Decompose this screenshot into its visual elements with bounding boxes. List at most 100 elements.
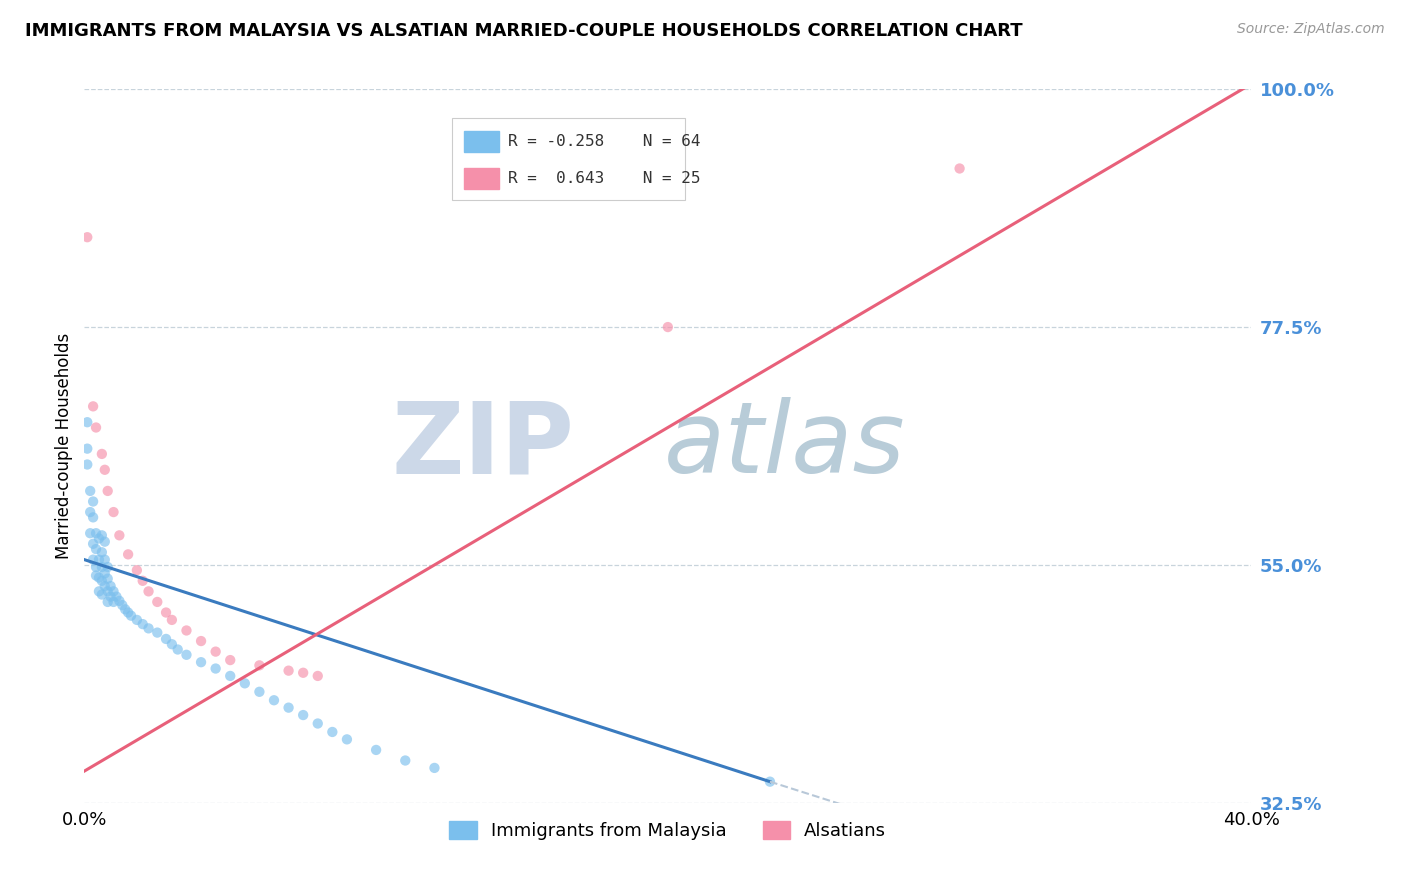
Point	[366, 743, 388, 757]
Point	[90, 447, 112, 461]
Point	[97, 584, 120, 599]
Point	[79, 483, 101, 498]
Point	[94, 534, 117, 549]
Point	[82, 537, 104, 551]
Point	[90, 560, 112, 574]
Point	[336, 732, 359, 747]
Point	[79, 505, 101, 519]
Point	[204, 645, 226, 659]
Point	[132, 617, 155, 632]
Text: R = -0.258    N = 64: R = -0.258 N = 64	[508, 134, 700, 149]
Point	[87, 584, 110, 599]
Point	[76, 458, 98, 472]
Point	[84, 568, 107, 582]
Point	[103, 505, 125, 519]
Point	[277, 700, 299, 714]
Point	[277, 664, 299, 678]
Point	[120, 608, 142, 623]
Point	[94, 463, 117, 477]
Point	[155, 632, 177, 646]
Point	[90, 588, 112, 602]
FancyBboxPatch shape	[451, 118, 685, 200]
Point	[190, 655, 212, 669]
Point	[114, 602, 136, 616]
Point	[949, 161, 972, 176]
Point	[176, 648, 198, 662]
Text: IMMIGRANTS FROM MALAYSIA VS ALSATIAN MARRIED-COUPLE HOUSEHOLDS CORRELATION CHART: IMMIGRANTS FROM MALAYSIA VS ALSATIAN MAR…	[25, 22, 1024, 40]
Point	[155, 606, 177, 620]
Point	[94, 579, 117, 593]
Point	[423, 761, 446, 775]
Point	[138, 621, 160, 635]
Point	[94, 552, 117, 566]
Point	[82, 552, 104, 566]
Point	[219, 669, 242, 683]
Point	[394, 754, 416, 768]
Point	[292, 708, 315, 723]
Point	[84, 560, 107, 574]
Point	[249, 685, 271, 699]
Point	[146, 595, 169, 609]
Point	[103, 584, 125, 599]
Point	[97, 595, 120, 609]
Text: atlas: atlas	[664, 398, 905, 494]
Point	[87, 552, 110, 566]
Point	[166, 642, 188, 657]
Point	[117, 547, 139, 561]
Point	[160, 613, 183, 627]
Point	[100, 579, 122, 593]
Point	[292, 665, 315, 680]
Point	[657, 320, 679, 334]
Point	[108, 528, 131, 542]
Point	[87, 571, 110, 585]
Point	[76, 415, 98, 429]
Point	[219, 653, 242, 667]
Point	[125, 563, 148, 577]
Point	[249, 658, 271, 673]
Point	[90, 574, 112, 588]
Point	[108, 594, 131, 608]
Point	[146, 625, 169, 640]
Point	[82, 494, 104, 508]
Point	[90, 528, 112, 542]
Point	[94, 566, 117, 581]
Text: ZIP: ZIP	[392, 398, 575, 494]
Point	[76, 442, 98, 456]
Point	[97, 572, 120, 586]
Point	[263, 693, 285, 707]
Point	[84, 526, 107, 541]
Point	[125, 613, 148, 627]
Point	[84, 542, 107, 557]
Point	[160, 637, 183, 651]
Point	[307, 669, 329, 683]
Point	[233, 676, 256, 690]
Point	[132, 574, 155, 588]
Bar	[464, 130, 499, 152]
Point	[97, 560, 120, 574]
Bar	[464, 168, 499, 189]
Point	[759, 774, 782, 789]
Point	[204, 661, 226, 675]
Point	[84, 420, 107, 434]
Text: R =  0.643    N = 25: R = 0.643 N = 25	[508, 171, 700, 186]
Point	[138, 584, 160, 599]
Point	[82, 400, 104, 414]
Point	[190, 634, 212, 648]
Legend: Immigrants from Malaysia, Alsatians: Immigrants from Malaysia, Alsatians	[443, 814, 893, 847]
Point	[76, 230, 98, 244]
Point	[97, 483, 120, 498]
Point	[90, 545, 112, 559]
Point	[82, 510, 104, 524]
Point	[87, 532, 110, 546]
Point	[100, 590, 122, 604]
Point	[117, 606, 139, 620]
Point	[105, 590, 128, 604]
Point	[79, 526, 101, 541]
Point	[307, 716, 329, 731]
Point	[111, 598, 134, 612]
Text: Source: ZipAtlas.com: Source: ZipAtlas.com	[1237, 22, 1385, 37]
Point	[176, 624, 198, 638]
Point	[103, 595, 125, 609]
Y-axis label: Married-couple Households: Married-couple Households	[55, 333, 73, 559]
Point	[321, 725, 343, 739]
